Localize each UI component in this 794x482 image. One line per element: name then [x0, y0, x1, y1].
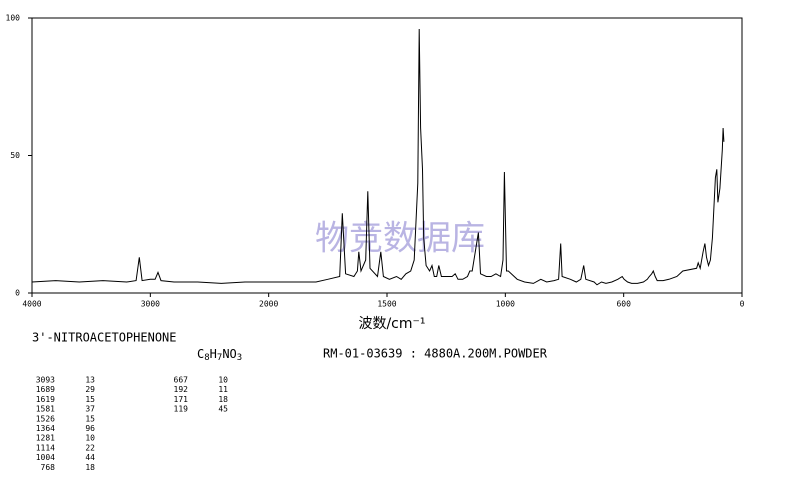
spectrum-line [31, 28, 725, 286]
peak-intensity: 11 [218, 385, 228, 394]
peak-intensity: 18 [218, 395, 228, 404]
formula-part: C [197, 347, 204, 361]
peak-wavenumber: 1281 [36, 434, 55, 443]
x-tick-label: 600 [616, 300, 631, 309]
peak-wavenumber: 1004 [36, 453, 55, 462]
peak-wavenumber: 171 [174, 395, 189, 404]
formula-part: 7 [217, 353, 222, 363]
x-tick-label: 4000 [22, 300, 41, 309]
y-tick-label: 0 [15, 289, 20, 298]
peak-wavenumber: 1526 [36, 414, 55, 423]
formula-part: 3 [237, 353, 242, 363]
peak-intensity: 44 [85, 453, 95, 462]
x-tick-label: 2000 [259, 300, 278, 309]
sample-info: RM-01-03639 : 4880A.200M.POWDER [323, 347, 548, 361]
peak-intensity: 13 [85, 376, 95, 385]
x-tick-label: 0 [740, 300, 745, 309]
peak-intensity: 15 [85, 414, 95, 423]
x-tick-label: 3000 [141, 300, 160, 309]
peak-intensity: 15 [85, 395, 95, 404]
formula: C8H7NO3 [197, 347, 242, 363]
peak-intensity: 18 [85, 463, 95, 472]
peak-wavenumber: 768 [41, 463, 56, 472]
compound-name: 3'-NITROACETOPHENONE [32, 331, 177, 345]
x-tick-label: 1500 [377, 300, 396, 309]
peak-intensity: 22 [85, 443, 95, 452]
peak-wavenumber: 1364 [36, 424, 55, 433]
x-axis-label: 波数/cm⁻¹ [358, 316, 425, 332]
formula-part: 8 [204, 353, 209, 363]
peak-wavenumber: 192 [174, 385, 189, 394]
peak-intensity: 96 [85, 424, 95, 433]
peak-wavenumber: 119 [174, 405, 189, 414]
peak-wavenumber: 1619 [36, 395, 55, 404]
formula-part: NO [222, 347, 236, 361]
peak-wavenumber: 667 [174, 376, 189, 385]
peak-wavenumber: 1581 [36, 405, 55, 414]
peak-intensity: 10 [85, 434, 95, 443]
peak-wavenumber: 1689 [36, 385, 55, 394]
peak-intensity: 10 [218, 376, 228, 385]
peak-intensity: 37 [85, 405, 95, 414]
peak-intensity: 29 [85, 385, 95, 394]
peak-intensity: 45 [218, 405, 228, 414]
y-tick-label: 50 [10, 151, 20, 160]
formula-part: H [210, 347, 217, 361]
peak-wavenumber: 1114 [36, 443, 55, 452]
peak-wavenumber: 3093 [36, 376, 55, 385]
y-tick-label: 100 [6, 14, 21, 23]
x-tick-label: 1000 [496, 300, 515, 309]
